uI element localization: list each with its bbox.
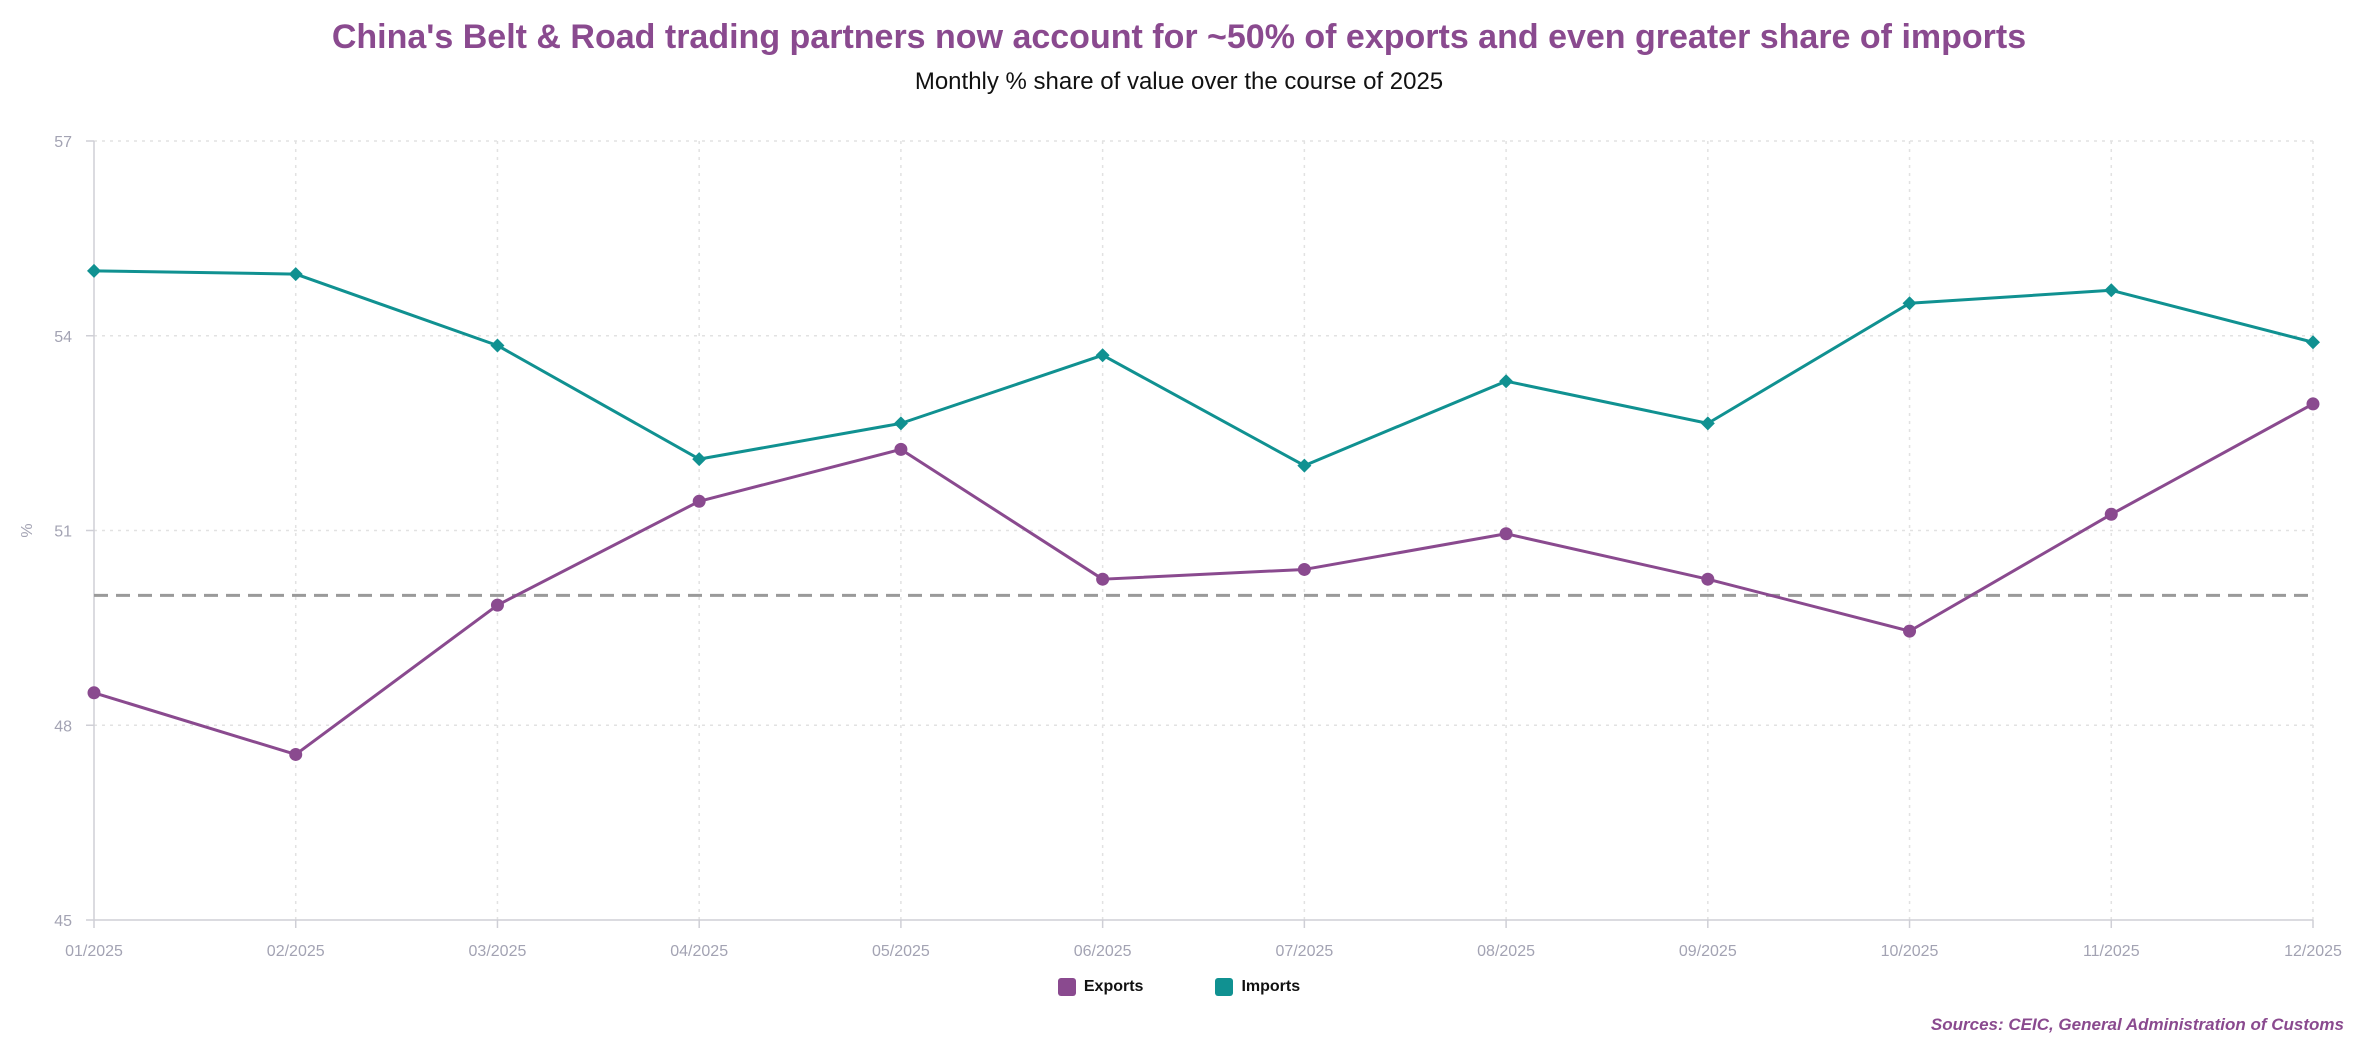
x-tick-label: 11/2025 [2083,943,2140,960]
data-point-imports [1902,296,1917,311]
data-point-exports [1499,527,1513,541]
series-line-imports [93,269,2314,468]
data-point-imports [2306,335,2320,350]
data-point-imports [2104,283,2119,298]
chart-subtitle: Monthly % share of value over the course… [914,68,1444,95]
x-tick-label: 06/2025 [1074,943,1132,960]
data-point-exports [1701,572,1715,586]
data-point-exports [490,598,504,612]
legend-item-imports[interactable]: Imports [1215,978,1300,996]
x-tick-label: 10/2025 [1881,943,1939,960]
data-point-exports [894,442,908,456]
series-line-exports [93,402,2314,756]
data-point-exports [2104,507,2118,521]
x-tick-label: 04/2025 [670,943,728,960]
y-tick-label: 51 [54,524,72,541]
legend-swatch-exports [1057,978,1076,996]
data-point-exports [1297,562,1311,576]
data-point-imports [692,452,707,467]
legend: Exports Imports [0,978,2358,996]
data-point-exports [2306,397,2320,411]
data-point-exports [1903,624,1917,638]
data-point-imports [87,263,101,278]
data-point-imports [893,416,908,431]
data-point-exports [1096,572,1110,586]
x-tick-label: 12/2025 [2284,943,2342,960]
data-point-exports [289,747,303,761]
y-tick-label: 54 [54,329,72,346]
x-tick-label: 03/2025 [469,943,527,960]
y-axis-label: % [19,523,36,537]
data-point-imports [288,267,303,282]
data-point-exports [692,494,706,508]
data-point-imports [490,338,505,353]
data-point-exports [87,686,101,700]
data-point-imports [1499,374,1514,389]
legend-label-exports: Exports [1083,978,1144,995]
data-point-imports [1095,348,1110,363]
y-tick-label: 45 [54,913,72,930]
x-tick-label: 08/2025 [1477,943,1535,960]
grid-lines [94,140,2314,920]
data-point-imports [1297,458,1312,473]
y-tick-label: 57 [54,134,72,151]
x-tick-label: 09/2025 [1679,943,1737,960]
y-tick-label: 48 [54,718,72,735]
x-tick-label: 05/2025 [872,943,930,960]
series-group [87,263,2320,761]
x-tick-label: 07/2025 [1275,943,1333,960]
legend-item-exports[interactable]: Exports [1057,978,1144,996]
data-point-imports [1700,416,1715,431]
x-tick-label: 02/2025 [267,943,325,960]
legend-swatch-imports [1215,978,1234,996]
axes: 45 48 51 54 57 01/2025 02/2025 03/2025 04/2025 05… [19,134,2342,960]
line-chart: 45 48 51 54 57 01/2025 02/2025 03/2025 04/2025 05… [19,134,2342,960]
x-tick-label: 01/2025 [65,943,123,960]
chart-title: China's Belt & Road trading partners now… [331,18,2027,56]
legend-label-imports: Imports [1241,978,1301,995]
source-note: Sources: CEIC, General Administration of… [1930,1015,2344,1034]
